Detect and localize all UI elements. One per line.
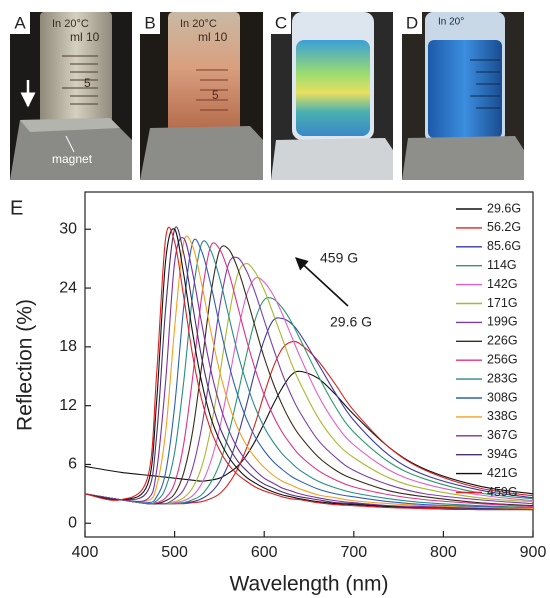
- data-line: [84, 235, 534, 510]
- photo-text: ml 10: [198, 30, 228, 44]
- legend-label: 142G: [487, 277, 518, 291]
- data-line: [84, 226, 534, 511]
- panel-label: C: [275, 13, 287, 32]
- photo-text: 5: [84, 76, 91, 90]
- x-tick-label: 900: [520, 544, 547, 561]
- y-tick-label: 0: [68, 514, 77, 531]
- legend-label: 85.6G: [487, 239, 521, 253]
- panel-label: D: [406, 13, 418, 32]
- panel-label-box: [271, 12, 291, 34]
- x-tick-label: 400: [72, 544, 99, 561]
- photo-text: In 20°: [438, 17, 464, 28]
- data-line: [84, 370, 534, 495]
- plot-frame: [84, 191, 534, 538]
- x-tick-label: 600: [251, 544, 278, 561]
- y-axis-title: Reflection (%): [14, 299, 37, 431]
- legend-label: 29.6G: [487, 201, 521, 215]
- x-tick-label: 500: [161, 544, 188, 561]
- annotation-arrow: [295, 257, 349, 307]
- data-line: [84, 262, 534, 505]
- annotation: 459 G: [320, 250, 358, 266]
- photo-text: 5: [212, 88, 219, 102]
- data-line: [84, 240, 534, 509]
- x-axis-title: Wavelength (nm): [229, 573, 388, 596]
- x-tick-label: 700: [340, 544, 367, 561]
- legend-label: 421G: [487, 466, 518, 480]
- legend-label: 394G: [487, 447, 518, 461]
- data-line: [84, 242, 534, 508]
- y-tick-label: 18: [59, 338, 77, 355]
- photo-a: [10, 12, 132, 180]
- photo-text: magnet: [52, 152, 93, 166]
- y-tick-label: 12: [59, 397, 77, 414]
- y-tick-label: 30: [59, 220, 77, 237]
- data-line: [84, 226, 534, 511]
- legend-label: 459G: [487, 485, 518, 499]
- data-line: [84, 238, 534, 510]
- photo-d: [402, 12, 524, 180]
- panel-label: E: [10, 197, 23, 219]
- legend-label: 56.2G: [487, 220, 521, 234]
- legend-label: 226G: [487, 334, 518, 348]
- panel-label-box: [10, 12, 30, 34]
- legend-label: 308G: [487, 390, 518, 404]
- photo-text: In 20°C: [52, 18, 89, 30]
- legend-label: 199G: [487, 315, 518, 329]
- y-tick-label: 6: [68, 456, 77, 473]
- photo-text: ml 10: [70, 30, 100, 44]
- data-line: [84, 276, 534, 505]
- panel-label: B: [144, 13, 155, 32]
- data-line: [84, 256, 534, 505]
- panel-label: A: [14, 13, 26, 32]
- photo-text: In 20°C: [180, 18, 217, 30]
- legend-label: 171G: [487, 296, 518, 310]
- legend-label: 283G: [487, 371, 518, 385]
- x-tick-label: 800: [430, 544, 457, 561]
- y-tick-label: 24: [59, 279, 77, 296]
- legend-label: 114G: [487, 258, 517, 272]
- annotation: 29.6 G: [330, 314, 372, 330]
- legend-label: 256G: [487, 352, 518, 366]
- data-line: [84, 228, 534, 511]
- photo-c: [271, 12, 393, 180]
- photo-b: [140, 12, 263, 180]
- data-line: [84, 237, 534, 511]
- legend-label: 338G: [487, 409, 518, 423]
- panel-label-box: [140, 12, 160, 34]
- data-line: [84, 245, 534, 507]
- panel-label-box: [402, 12, 422, 34]
- legend-label: 367G: [487, 428, 518, 442]
